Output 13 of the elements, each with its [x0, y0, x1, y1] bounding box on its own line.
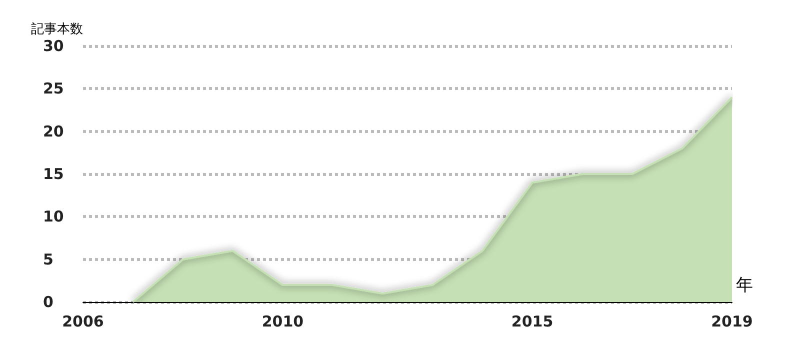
y-tick-label: 25 [43, 80, 64, 98]
x-tick-label: 2010 [262, 312, 304, 330]
y-axis-title: 記事本数 [31, 22, 83, 37]
x-tick-label: 2015 [511, 312, 554, 330]
y-tick-label: 5 [43, 250, 54, 268]
y-tick-label: 30 [43, 37, 64, 55]
y-tick-label: 20 [43, 122, 64, 140]
y-tick-label: 10 [43, 208, 64, 226]
x-tick-label: 2006 [62, 312, 104, 330]
x-axis-title: 年 [736, 276, 753, 296]
x-tick-label: 2019 [711, 312, 753, 330]
y-tick-label: 0 [43, 293, 54, 311]
y-tick-label: 15 [43, 165, 64, 183]
